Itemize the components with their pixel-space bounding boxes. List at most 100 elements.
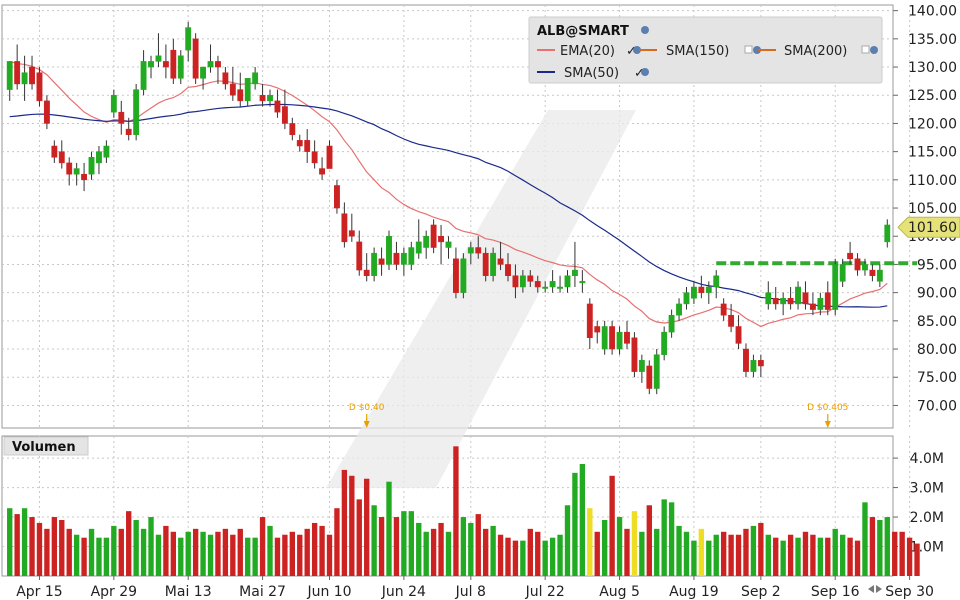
volume-bar[interactable] bbox=[795, 537, 801, 576]
candle-body[interactable] bbox=[512, 275, 519, 288]
volume-bar[interactable] bbox=[423, 531, 429, 576]
volume-bar[interactable] bbox=[289, 531, 296, 576]
volume-bar[interactable] bbox=[185, 531, 191, 576]
volume-bar[interactable] bbox=[609, 475, 615, 576]
candle-body[interactable] bbox=[162, 61, 169, 68]
legend-checkbox-icon[interactable] bbox=[744, 45, 753, 54]
volume-bar[interactable] bbox=[549, 537, 556, 576]
candle-body[interactable] bbox=[88, 157, 95, 175]
candle-body[interactable] bbox=[267, 94, 273, 102]
volume-bar[interactable] bbox=[572, 472, 578, 576]
volume-bar[interactable] bbox=[624, 528, 630, 576]
candle-body[interactable] bbox=[735, 326, 742, 344]
candle-body[interactable] bbox=[847, 252, 854, 260]
volume-bar[interactable] bbox=[282, 534, 288, 576]
volume-bar[interactable] bbox=[899, 531, 905, 576]
candle-body[interactable] bbox=[809, 303, 816, 310]
volume-bar[interactable] bbox=[222, 528, 229, 576]
volume-bar[interactable] bbox=[676, 525, 682, 576]
volume-bar[interactable] bbox=[178, 537, 184, 576]
candle-body[interactable] bbox=[475, 247, 482, 254]
volume-bar[interactable] bbox=[7, 508, 13, 576]
volume-bar[interactable] bbox=[73, 534, 80, 576]
candle-body[interactable] bbox=[400, 252, 407, 265]
candle-body[interactable] bbox=[222, 72, 229, 85]
volume-bar[interactable] bbox=[720, 531, 727, 576]
candle-body[interactable] bbox=[170, 49, 177, 79]
volume-bar[interactable] bbox=[661, 499, 667, 576]
volume-bar[interactable] bbox=[825, 537, 831, 576]
volume-bar[interactable] bbox=[334, 508, 340, 576]
volume-bar[interactable] bbox=[319, 525, 325, 576]
volume-bar[interactable] bbox=[810, 534, 816, 576]
candle-body[interactable] bbox=[795, 286, 801, 305]
volume-bar[interactable] bbox=[773, 537, 779, 576]
volume-bar[interactable] bbox=[155, 534, 162, 576]
candle-body[interactable] bbox=[215, 61, 221, 68]
candle-body[interactable] bbox=[73, 168, 80, 175]
candle-body[interactable] bbox=[66, 162, 73, 175]
volume-bar[interactable] bbox=[29, 517, 35, 576]
volume-bar[interactable] bbox=[200, 531, 206, 576]
candle-body[interactable] bbox=[133, 89, 140, 135]
volume-bar[interactable] bbox=[802, 531, 809, 576]
candle-body[interactable] bbox=[304, 140, 311, 152]
candle-body[interactable] bbox=[490, 252, 497, 276]
volume-bar[interactable] bbox=[505, 537, 511, 576]
volume-bar[interactable] bbox=[460, 517, 467, 576]
volume-bar[interactable] bbox=[66, 528, 72, 576]
volume-bar[interactable] bbox=[765, 534, 771, 576]
candle-body[interactable] bbox=[140, 61, 147, 90]
candle-body[interactable] bbox=[244, 78, 251, 102]
candle-body[interactable] bbox=[43, 100, 50, 124]
volume-bar[interactable] bbox=[453, 446, 459, 576]
candle-body[interactable] bbox=[371, 252, 378, 276]
volume-bar[interactable] bbox=[787, 534, 794, 576]
volume-bar[interactable] bbox=[839, 534, 846, 576]
candle-body[interactable] bbox=[348, 230, 355, 237]
volume-bar[interactable] bbox=[378, 517, 385, 576]
candle-body[interactable] bbox=[631, 337, 638, 372]
candle-body[interactable] bbox=[155, 55, 162, 62]
volume-bar[interactable] bbox=[133, 520, 139, 576]
volume-bar[interactable] bbox=[297, 534, 303, 576]
candle-body[interactable] bbox=[378, 258, 385, 265]
candle-body[interactable] bbox=[334, 185, 340, 209]
volume-bar[interactable] bbox=[631, 511, 638, 576]
legend-settings-icon[interactable] bbox=[633, 46, 641, 54]
candle-body[interactable] bbox=[869, 269, 876, 276]
candle-body[interactable] bbox=[453, 258, 459, 293]
volume-bar[interactable] bbox=[364, 478, 370, 576]
candle-body[interactable] bbox=[705, 286, 712, 293]
volume-bar[interactable] bbox=[542, 540, 548, 576]
candle-body[interactable] bbox=[6, 61, 13, 90]
candle-body[interactable] bbox=[460, 258, 467, 293]
candle-body[interactable] bbox=[772, 298, 779, 305]
volume-bar[interactable] bbox=[59, 520, 65, 576]
volume-bar[interactable] bbox=[267, 525, 273, 576]
candle-body[interactable] bbox=[765, 292, 772, 305]
volume-bar[interactable] bbox=[393, 517, 400, 576]
candle-body[interactable] bbox=[676, 303, 682, 316]
volume-bar[interactable] bbox=[126, 511, 132, 576]
candle-body[interactable] bbox=[125, 128, 132, 135]
volume-bar[interactable] bbox=[594, 531, 600, 576]
candle-body[interactable] bbox=[289, 123, 296, 135]
volume-bar[interactable] bbox=[326, 534, 333, 576]
candle-body[interactable] bbox=[81, 173, 88, 181]
volume-bar[interactable] bbox=[847, 537, 853, 576]
volume-bar[interactable] bbox=[743, 528, 749, 576]
volume-bar[interactable] bbox=[557, 534, 563, 576]
volume-bar[interactable] bbox=[862, 502, 868, 576]
volume-bar[interactable] bbox=[527, 528, 533, 576]
candle-body[interactable] bbox=[445, 241, 452, 248]
candle-body[interactable] bbox=[876, 269, 883, 282]
candle-body[interactable] bbox=[497, 258, 504, 265]
candle-body[interactable] bbox=[519, 275, 526, 288]
candle-body[interactable] bbox=[884, 224, 891, 243]
candle-body[interactable] bbox=[200, 66, 207, 79]
volume-bar[interactable] bbox=[564, 505, 571, 576]
volume-bar[interactable] bbox=[832, 528, 838, 576]
volume-bar[interactable] bbox=[21, 508, 28, 576]
candle-body[interactable] bbox=[326, 145, 333, 169]
